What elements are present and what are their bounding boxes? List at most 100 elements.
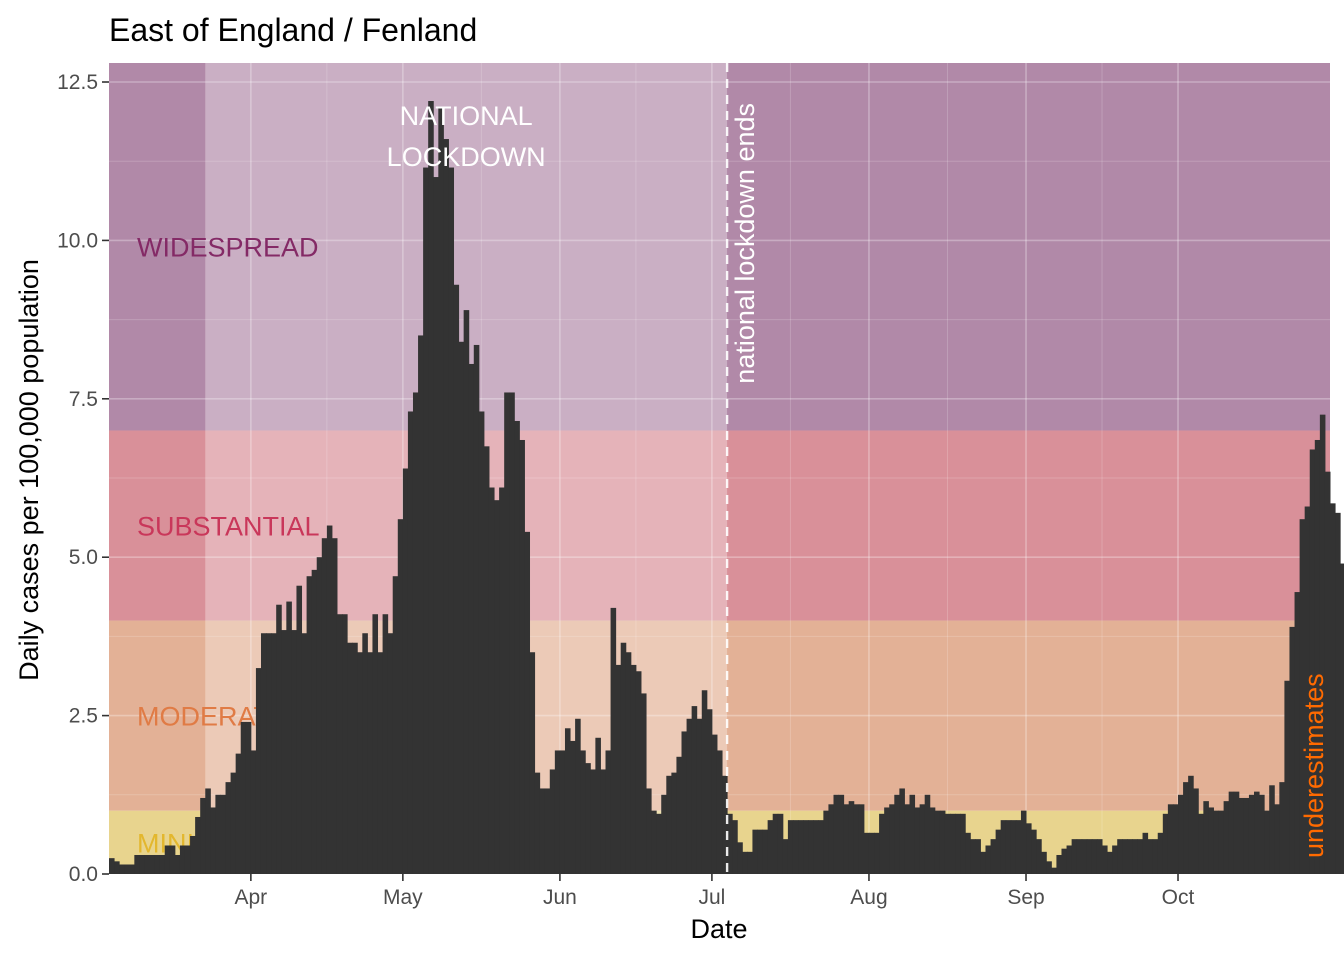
- bar-168: [960, 813, 966, 874]
- bar-208: [1162, 813, 1169, 874]
- bar-56: [392, 576, 399, 874]
- bar-225: [1248, 794, 1255, 874]
- zone-label-3: WIDESPREAD: [137, 233, 319, 263]
- bar-190: [1071, 839, 1078, 874]
- bar-27: [245, 721, 252, 874]
- bar-84: [534, 772, 541, 874]
- bar-185: [1046, 861, 1052, 874]
- bar-111: [671, 772, 677, 874]
- bar-4: [129, 864, 135, 874]
- bar-53: [377, 652, 384, 874]
- bar-108: [656, 813, 662, 874]
- y-tick-label-5: 12.5: [57, 71, 98, 94]
- bar-10: [159, 854, 166, 874]
- bar-175: [995, 829, 1002, 874]
- bar-12: [169, 845, 176, 874]
- bar-64: [433, 177, 439, 874]
- lockdown-label-line-1: LOCKDOWN: [387, 142, 546, 172]
- bar-120: [716, 750, 723, 874]
- bar-104: [635, 671, 642, 874]
- bar-232: [1284, 680, 1290, 874]
- bar-124: [737, 842, 743, 874]
- bar-75: [488, 487, 495, 874]
- bar-57: [397, 519, 404, 874]
- bar-172: [980, 851, 986, 874]
- bar-20: [210, 807, 216, 874]
- y-tick-label-2: 5.0: [69, 546, 98, 569]
- bar-223: [1238, 797, 1245, 874]
- bar-43: [326, 525, 333, 874]
- bar-41: [316, 557, 323, 874]
- bar-97: [600, 769, 607, 874]
- bar-229: [1269, 785, 1275, 874]
- zone-band-3: [109, 63, 1330, 431]
- bar-13: [174, 854, 181, 874]
- bar-177: [1005, 820, 1012, 874]
- bar-243: [1340, 563, 1344, 874]
- bar-79: [509, 392, 515, 874]
- bar-157: [904, 804, 910, 874]
- bar-68: [453, 284, 460, 874]
- bar-49: [357, 652, 363, 874]
- bar-216: [1203, 801, 1209, 874]
- bar-105: [640, 693, 647, 874]
- bar-143: [833, 794, 840, 874]
- bar-164: [939, 810, 946, 874]
- bar-125: [742, 851, 748, 874]
- bar-60: [412, 392, 419, 874]
- bar-3: [124, 864, 130, 874]
- bar-102: [625, 652, 632, 874]
- bar-144: [838, 794, 845, 874]
- bar-158: [909, 794, 916, 874]
- bar-240: [1324, 471, 1331, 874]
- bar-29: [255, 668, 262, 874]
- bar-195: [1096, 839, 1103, 874]
- bar-170: [970, 839, 976, 874]
- y-axis-title: Daily cases per 100,000 population: [14, 259, 44, 681]
- bar-166: [950, 813, 956, 874]
- bar-83: [529, 652, 536, 874]
- bar-231: [1279, 782, 1285, 874]
- bar-98: [605, 750, 612, 874]
- bar-133: [782, 839, 789, 874]
- bar-181: [1026, 823, 1032, 874]
- bar-28: [250, 750, 257, 874]
- bar-95: [590, 769, 596, 874]
- bar-33: [276, 604, 282, 874]
- bar-0: [109, 858, 115, 874]
- bar-131: [772, 813, 779, 874]
- bar-78: [504, 392, 510, 874]
- bar-174: [990, 839, 997, 874]
- bar-176: [1000, 820, 1007, 874]
- x-tick-label-4: Aug: [850, 886, 887, 909]
- bar-238: [1314, 439, 1321, 874]
- bar-118: [706, 709, 713, 874]
- bar-202: [1132, 839, 1138, 874]
- bar-134: [787, 820, 794, 874]
- bar-145: [843, 804, 850, 874]
- bar-40: [311, 569, 318, 874]
- bar-127: [752, 829, 758, 874]
- bar-119: [711, 734, 718, 874]
- bar-169: [965, 832, 971, 874]
- x-tick-label-1: May: [383, 886, 423, 909]
- bar-171: [975, 839, 981, 874]
- bar-61: [418, 335, 424, 874]
- bar-99: [610, 607, 617, 874]
- bar-146: [848, 801, 855, 874]
- bar-100: [615, 664, 622, 874]
- bar-70: [463, 310, 470, 874]
- bar-200: [1122, 839, 1128, 874]
- zone-label-2: SUBSTANTIAL: [137, 512, 320, 542]
- bar-67: [448, 167, 455, 874]
- bar-58: [402, 468, 409, 874]
- bar-136: [798, 820, 804, 874]
- bar-189: [1066, 845, 1073, 874]
- bar-234: [1294, 592, 1301, 874]
- bar-187: [1056, 854, 1062, 874]
- x-tick-label-0: Apr: [235, 886, 268, 909]
- bar-138: [808, 820, 814, 874]
- bar-62: [423, 167, 429, 874]
- bar-182: [1031, 829, 1037, 874]
- bar-212: [1183, 782, 1189, 874]
